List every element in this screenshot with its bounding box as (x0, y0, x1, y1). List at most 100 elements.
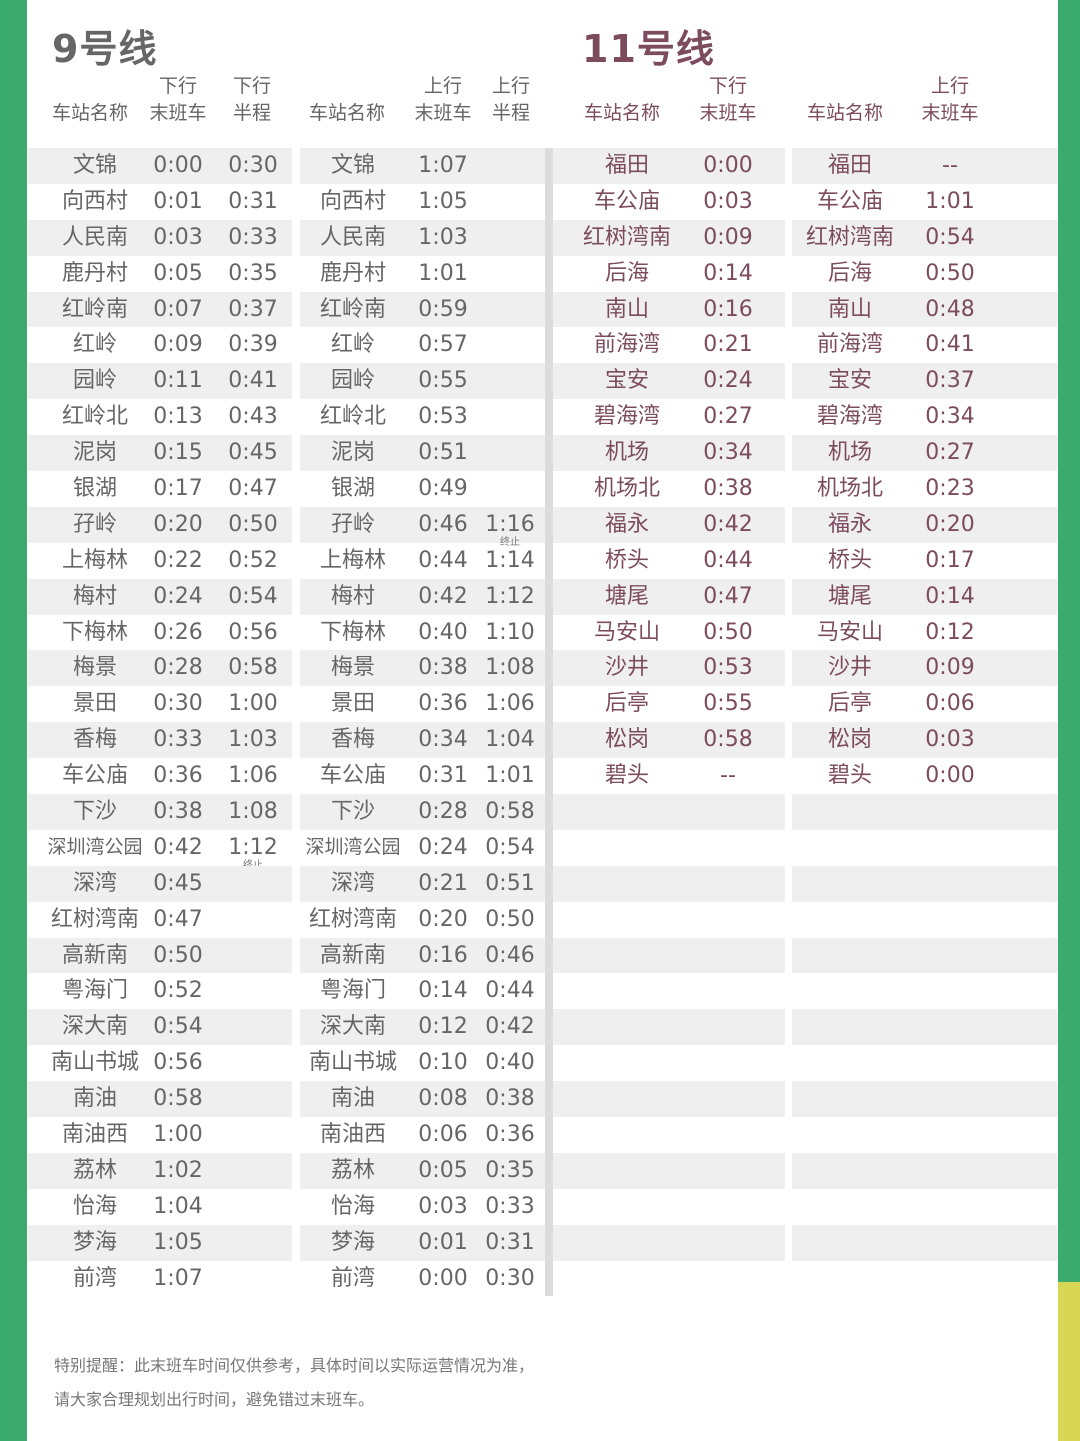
half-trip-time: 0:54 (228, 583, 278, 609)
station-name: 下梅林 (319, 619, 387, 645)
last-train-time: 0:54 (925, 224, 975, 250)
table-row: 前海湾 0:21 (553, 327, 785, 363)
last-train-time: 0:49 (418, 476, 468, 502)
station-name: 怡海 (330, 1193, 376, 1219)
table-row: 香梅 0:33 1:03 (28, 722, 292, 759)
table-row: 南油 0:08 0:38 (300, 1081, 545, 1118)
table-row: 福永 0:20 (792, 506, 1058, 543)
table-row (553, 902, 785, 938)
station-name: 前湾 (72, 1265, 118, 1291)
header-up-last: 上行 末班车 (921, 75, 979, 124)
last-train-time: 0:03 (925, 727, 975, 753)
table-row (792, 1224, 1058, 1261)
last-train-time: 1:03 (418, 224, 468, 250)
line11-title: 11号线 (582, 27, 715, 71)
last-train-time: 0:30 (153, 691, 203, 717)
table-row: 马安山 0:12 (792, 615, 1058, 651)
station-name: 南山 (827, 296, 873, 322)
table-row: 银湖 0:17 0:47 (28, 471, 292, 507)
header-up-half: 上行 半程 (491, 75, 530, 124)
table-row: 怡海 1:04 (28, 1189, 292, 1225)
table-row (792, 937, 1058, 974)
table-row: 红树湾南 0:47 (28, 902, 292, 938)
table-row: 碧头 0:00 (792, 758, 1058, 794)
last-train-time: 0:06 (925, 691, 975, 717)
last-train-time: 1:00 (153, 1122, 203, 1148)
table-row: 松岗 0:58 (553, 722, 785, 759)
last-train-time: 0:05 (418, 1157, 468, 1183)
table-row (553, 830, 785, 866)
last-train-time: 0:09 (703, 224, 753, 250)
table-row (553, 1152, 785, 1189)
table-row: 车公庙 1:01 (792, 184, 1058, 220)
last-train-time: 0:38 (418, 655, 468, 681)
station-name: 桥头 (827, 547, 873, 573)
station-name: 机场 (604, 440, 650, 466)
table-row (792, 1081, 1058, 1118)
half-trip-time: 0:50 (485, 906, 535, 932)
station-name: 前海湾 (593, 332, 661, 358)
last-train-time: 0:41 (925, 332, 975, 358)
table-row (553, 794, 785, 830)
station-name: 粤海门 (319, 978, 387, 1004)
table-row: 红岭 0:09 0:39 (28, 327, 292, 363)
footer-note-2: 请大家合理规划出行时间，避免错过末班车。 (54, 1390, 375, 1409)
last-train-time: 0:51 (418, 440, 468, 466)
half-trip-time: 1:01 (485, 763, 535, 789)
half-trip-time: 1:04 (485, 727, 535, 753)
station-name: 碧头 (604, 763, 650, 789)
station-name: 梅村 (330, 583, 376, 609)
last-train-time: 0:12 (418, 1014, 468, 1040)
table-row: 深圳湾公园 0:24 0:54 (300, 830, 545, 866)
table-row: 机场 0:27 (792, 435, 1058, 472)
station-name: 银湖 (330, 476, 376, 502)
station-name: 南山 (604, 296, 650, 322)
table-row: 后海 0:50 (792, 256, 1058, 292)
station-name: 宝安 (827, 368, 873, 394)
last-train-time: 0:03 (703, 188, 753, 214)
last-train-time: 0:08 (418, 1086, 468, 1112)
station-name: 南油西 (319, 1122, 387, 1148)
half-trip-time: 0:30 (485, 1265, 535, 1291)
table-row: 下沙 0:38 1:08 (28, 794, 292, 830)
last-train-time: 0:38 (703, 476, 753, 502)
station-name: 南油 (330, 1086, 376, 1112)
last-train-time: 1:05 (418, 188, 468, 214)
station-name: 向西村 (61, 188, 129, 214)
half-trip-time: 0:35 (485, 1157, 535, 1183)
table-row: 深湾 0:45 (28, 865, 292, 902)
station-name: 车公庙 (319, 763, 387, 789)
station-name: 向西村 (319, 188, 387, 214)
table-row: 福永 0:42 (553, 506, 785, 543)
station-name: 景田 (330, 691, 376, 717)
station-name: 红岭 (72, 332, 118, 358)
table-row: 碧海湾 0:34 (792, 399, 1058, 435)
station-name: 车公庙 (816, 188, 884, 214)
station-name: 福田 (604, 153, 650, 178)
station-name: 人民南 (319, 224, 387, 250)
table-row: 景田 0:30 1:00 (28, 686, 292, 722)
header-down-last: 下行 末班车 (149, 75, 207, 124)
table-row: 文锦 0:00 0:30 (28, 148, 292, 184)
half-trip-time: 0:47 (228, 476, 278, 502)
table-row: 深湾 0:21 0:51 (300, 865, 545, 902)
header-station-name: 车站名称 (52, 102, 129, 124)
table-row: 梦海 1:05 (28, 1224, 292, 1261)
half-trip-time: 1:00 (228, 691, 278, 717)
last-train-time: 0:07 (153, 296, 203, 322)
half-trip-time: 1:03 (228, 727, 278, 753)
half-trip-time: 0:38 (485, 1086, 535, 1112)
half-trip-time: 0:45 (228, 440, 278, 466)
table-row (553, 865, 785, 902)
table-row: 梅景 0:28 0:58 (28, 650, 292, 687)
last-train-time: 0:34 (418, 727, 468, 753)
table-row: 深大南 0:12 0:42 (300, 1009, 545, 1046)
station-name: 泥岗 (72, 440, 118, 466)
half-trip-time: 0:58 (485, 799, 535, 825)
last-train-time: 0:24 (703, 368, 753, 394)
table-row: 前湾 1:07 (28, 1261, 292, 1297)
terminate-note: 终止 (500, 536, 520, 548)
last-train-time: 0:28 (153, 655, 203, 681)
table-row (553, 1189, 785, 1225)
table-row: 南油西 0:06 0:36 (300, 1117, 545, 1153)
